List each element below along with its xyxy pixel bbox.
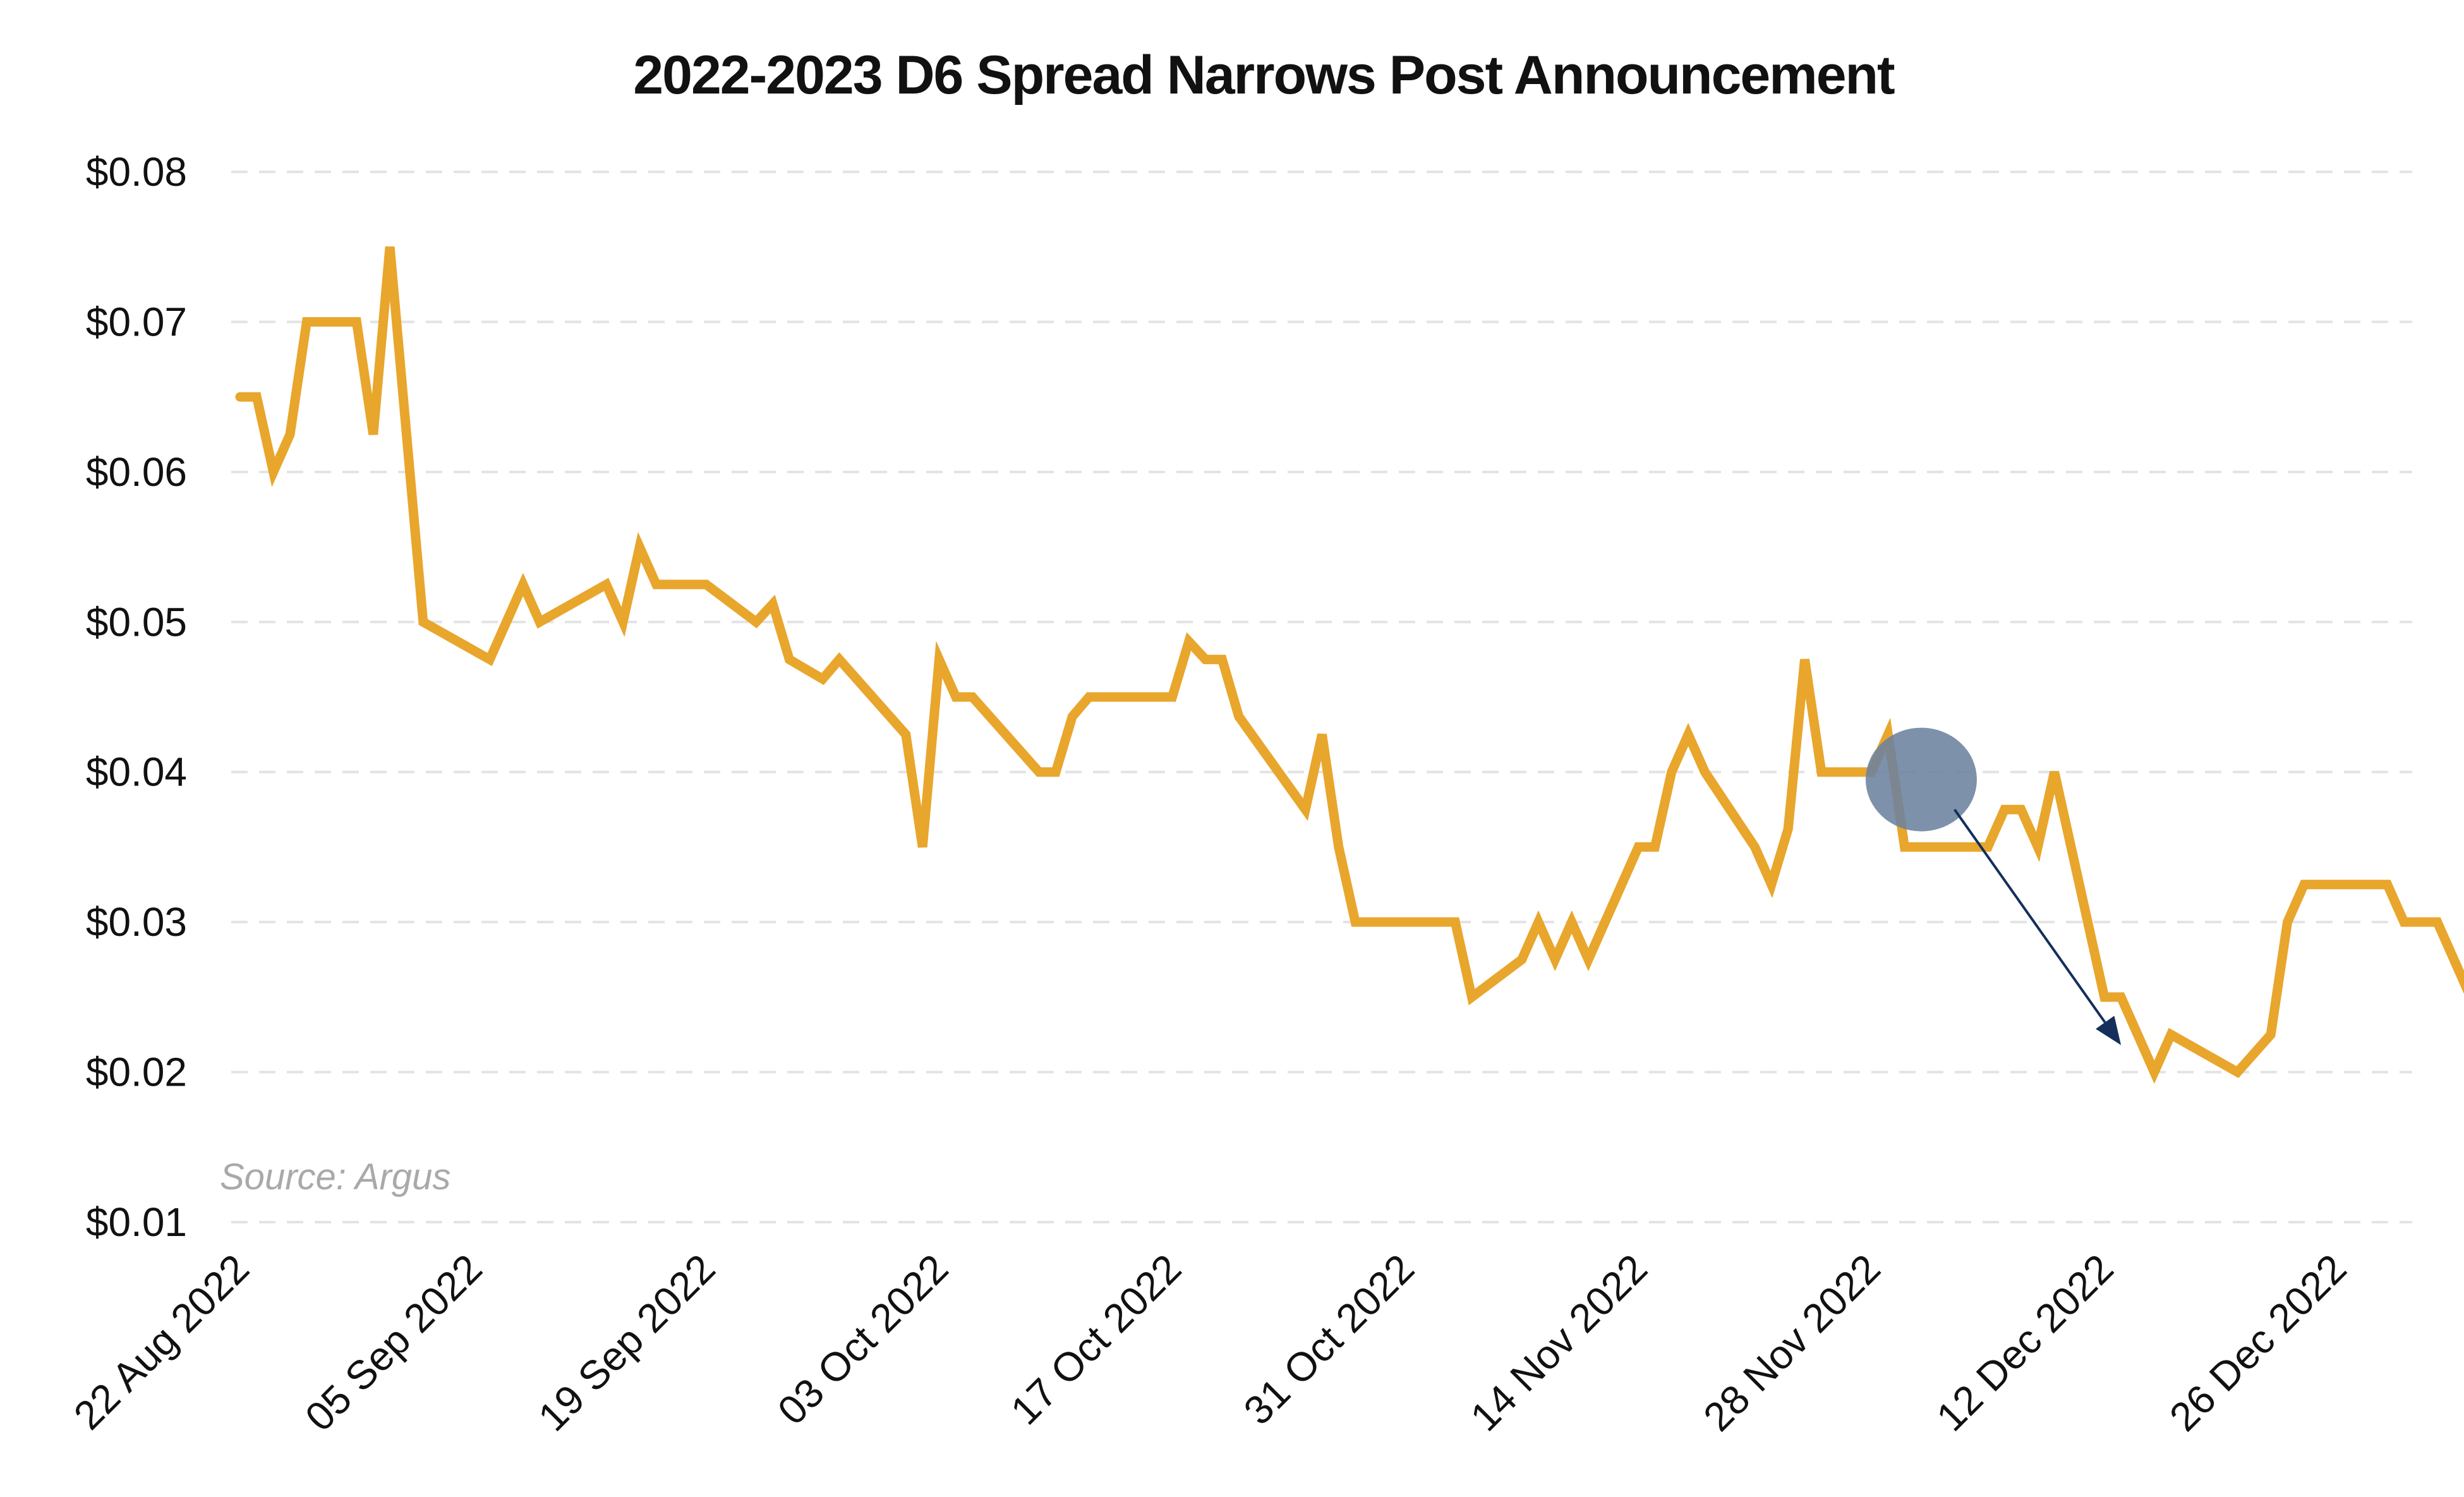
series-line bbox=[235, 246, 2464, 1084]
y-tick-label: $0.08 bbox=[86, 149, 187, 195]
y-tick-label: $0.05 bbox=[86, 599, 187, 645]
x-axis-ticks: 22 Aug 2022 05 Sep 2022 19 Sep 2022 03 Oct … bbox=[65, 1245, 2355, 1440]
x-tick-label: 14 Nov 2022 bbox=[1461, 1245, 1656, 1440]
x-tick-label: 26 Dec 2022 bbox=[2161, 1245, 2355, 1440]
source-note: Source: Argus bbox=[220, 1156, 450, 1197]
y-tick-label: $0.03 bbox=[86, 899, 187, 945]
y-tick-label: $0.04 bbox=[86, 749, 187, 795]
x-tick-label: 22 Aug 2022 bbox=[65, 1245, 258, 1438]
y-tick-label: $0.01 bbox=[86, 1199, 187, 1245]
y-tick-label: $0.02 bbox=[86, 1050, 187, 1095]
trend-arrow bbox=[1954, 808, 2122, 1045]
y-axis-ticks: $0.08 $0.07 $0.06 $0.05 $0.04 $0.03 $0.02 $0.01 bbox=[86, 149, 187, 1245]
y-tick-label: $0.06 bbox=[86, 449, 187, 495]
highlight-circle bbox=[1865, 727, 1977, 832]
arrow-head bbox=[2096, 1015, 2122, 1045]
x-tick-label: 05 Sep 2022 bbox=[296, 1245, 491, 1440]
x-tick-label: 12 Dec 2022 bbox=[1928, 1245, 2122, 1440]
y-tick-label: $0.07 bbox=[86, 299, 187, 344]
x-tick-label: 17 Oct 2022 bbox=[1002, 1245, 1190, 1433]
chart-title: 2022-2023 D6 Spread Narrows Post Announc… bbox=[633, 45, 1895, 106]
x-tick-label: 28 Nov 2022 bbox=[1694, 1245, 1889, 1440]
x-tick-label: 19 Sep 2022 bbox=[529, 1245, 724, 1440]
gridlines bbox=[231, 171, 2412, 1223]
x-tick-label: 31 Oct 2022 bbox=[1235, 1245, 1423, 1433]
x-tick-label: 03 Oct 2022 bbox=[769, 1245, 957, 1433]
